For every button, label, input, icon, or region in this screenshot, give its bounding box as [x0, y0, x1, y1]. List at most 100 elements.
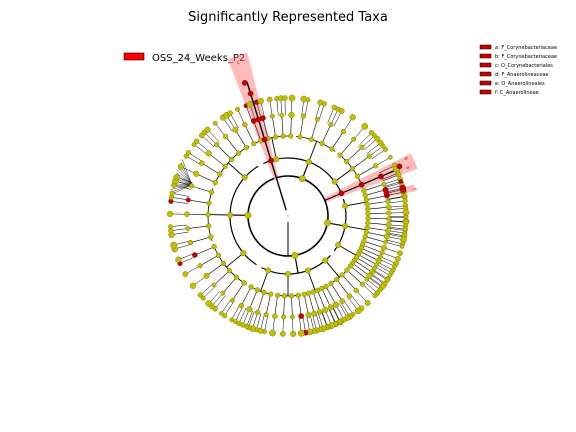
branch-line — [375, 157, 391, 167]
taxon-node — [347, 263, 353, 269]
taxon-node — [363, 229, 369, 235]
branch-line — [208, 153, 226, 167]
branch-line — [361, 247, 381, 257]
taxon-node — [331, 178, 338, 185]
branch-line — [256, 313, 262, 330]
figure-title: Significantly Represented Taxa — [188, 10, 388, 25]
taxon-node — [197, 292, 204, 298]
taxon-node — [364, 224, 370, 231]
legend-label: OSS_24_Weeks_P2 — [152, 53, 245, 64]
branch-line — [201, 162, 220, 175]
taxon-node — [220, 260, 227, 266]
taxon-node — [380, 143, 386, 149]
taxon-node — [366, 272, 373, 279]
taxon-node — [323, 219, 331, 227]
branch-line — [262, 118, 269, 139]
branch-line — [367, 212, 389, 214]
branch-line — [330, 109, 339, 125]
taxon-node — [328, 280, 334, 287]
branch-line — [346, 147, 363, 162]
branch-line — [346, 269, 363, 285]
branch-line — [336, 279, 350, 297]
branch-line — [275, 177, 287, 211]
taxa-key: a: F_Corynebacteriaceae b: F_Corynebacte… — [479, 44, 557, 96]
branch-line — [249, 289, 258, 310]
taxon-node — [365, 220, 371, 226]
taxa-key-item-a: a: F_Corynebacteriaceae — [495, 45, 557, 51]
taxa-key-item-d: d: F_Anaerolineaceae — [495, 72, 549, 78]
taxon-node — [382, 146, 388, 152]
branch-line — [225, 136, 239, 154]
taxon-node — [380, 244, 387, 251]
branch-line — [388, 226, 406, 230]
taxon-node — [297, 134, 303, 140]
taxon-node — [399, 244, 405, 249]
taxon-node — [217, 171, 223, 177]
branch-line — [367, 227, 388, 231]
branch-line — [366, 231, 387, 237]
branch-line — [365, 236, 386, 243]
branch-line — [304, 99, 309, 117]
taxon-node — [319, 285, 325, 292]
branch-line — [256, 102, 262, 119]
branch-line — [206, 263, 224, 277]
taxa-key-item-c: c: O_Corynebacteriales — [495, 63, 553, 69]
branch-line — [238, 307, 247, 324]
branch-line — [170, 184, 193, 193]
taxon-node — [359, 281, 366, 287]
branch-line — [177, 169, 193, 185]
taxon-node — [266, 96, 273, 103]
branch-line — [172, 192, 189, 197]
branch-line — [227, 162, 245, 178]
taxon-node — [206, 223, 212, 229]
taxon-node — [386, 216, 392, 222]
taxon-node — [340, 128, 346, 135]
branch-arc — [249, 177, 275, 204]
branch-line — [191, 185, 212, 193]
branch-line — [369, 145, 384, 157]
taxon-node — [308, 136, 314, 143]
branch-line — [203, 286, 216, 299]
branch-line — [354, 260, 373, 273]
biomarker-node — [255, 116, 262, 123]
taxon-node — [344, 267, 350, 273]
branch-line — [361, 135, 375, 148]
taxon-node — [288, 111, 295, 119]
taxon-node — [199, 160, 205, 166]
taxon-node — [240, 250, 247, 257]
taxon-node — [344, 158, 350, 165]
branch-line — [352, 155, 370, 169]
branch-line — [343, 300, 354, 315]
taxon-node — [193, 170, 200, 177]
branch-line — [269, 99, 273, 117]
taxon-node — [305, 158, 312, 165]
taxon-node — [228, 156, 235, 162]
branch-line — [235, 129, 247, 148]
taxon-node — [327, 304, 334, 311]
taxon-node — [222, 313, 228, 319]
branch-line — [204, 132, 217, 145]
taxon-node — [334, 276, 340, 283]
taxon-node — [288, 133, 294, 139]
branch-line — [367, 201, 388, 205]
taxa-key-item-f: f: C_Anaerolineae — [495, 90, 539, 96]
branch-line — [214, 295, 226, 309]
taxon-node — [306, 290, 312, 296]
branch-line — [309, 314, 315, 332]
branch-line — [271, 137, 277, 160]
taxon-node — [244, 211, 252, 219]
taxon-node — [263, 312, 269, 318]
branch-line — [327, 107, 335, 124]
branch-line — [193, 144, 208, 156]
taxon-node — [342, 202, 349, 209]
branch-line — [190, 236, 211, 243]
cladogram-nodes — [166, 80, 410, 337]
taxon-node — [241, 174, 248, 181]
branch-line — [350, 265, 367, 280]
taxon-node — [204, 126, 211, 133]
taxon-node — [361, 123, 369, 130]
taxon-node — [342, 223, 349, 230]
taxon-node — [305, 97, 311, 103]
branch-line — [274, 295, 278, 317]
biomarker-node — [268, 157, 274, 164]
